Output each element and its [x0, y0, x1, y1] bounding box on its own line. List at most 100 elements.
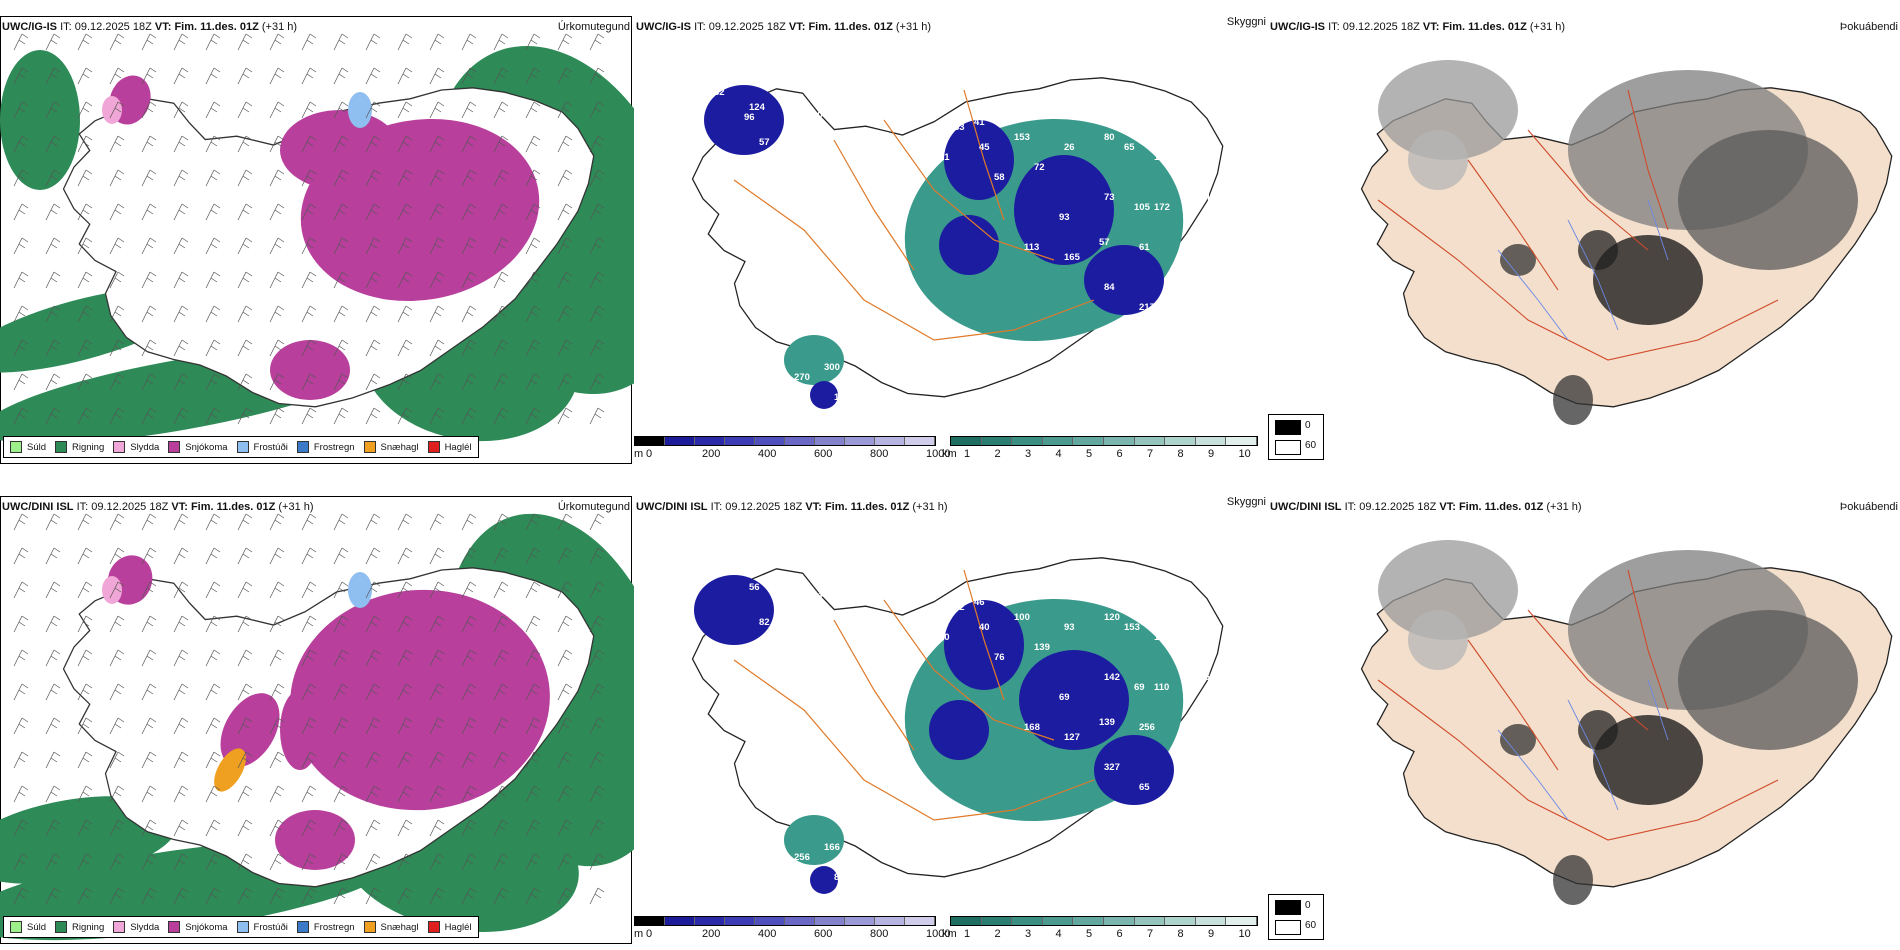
legend-label: Slydda: [130, 921, 160, 933]
visibility-tick: 10: [1238, 448, 1251, 460]
cloud-base-panel: 62 124 47 100 57 55 61 63 41 45 56 130 153 58 72 26 80 65…: [634, 0, 1268, 470]
cloud-base-tick: 0: [646, 448, 653, 460]
cloud-base-value: 304: [1174, 322, 1191, 333]
cloud-base-value: 155: [1134, 812, 1151, 823]
cloud-base-value: 110: [1154, 682, 1169, 693]
legend-swatch: [363, 441, 376, 453]
cloud-base-value: 145: [1189, 712, 1206, 723]
valid-time: Fim. 11.des. 01Z: [174, 21, 259, 33]
cloud-base-value: 58: [784, 572, 795, 583]
snow-area: [275, 810, 355, 870]
cloud-base-value: 107: [834, 392, 850, 403]
vt-label: VT:: [1422, 21, 1440, 33]
it-label: IT:: [60, 21, 72, 33]
cloud-base-tick: 800: [870, 448, 889, 460]
legend-swatch: [55, 921, 68, 933]
visibility-tick: 2: [994, 928, 1001, 940]
visibility-tick: 6: [1116, 928, 1123, 940]
wind-barbs: [13, 33, 605, 425]
cloud-base-value: 50: [939, 632, 950, 643]
cloud-base-value: 127: [1064, 732, 1080, 743]
legend-label: Snæhagl: [380, 441, 419, 453]
cloud-base-value: 65: [1124, 142, 1135, 153]
legend-swatch: [55, 441, 68, 453]
visibility-tick: 3: [1025, 448, 1032, 460]
legend-item: Rigning: [55, 921, 104, 933]
panel-title: Skyggni: [1226, 16, 1266, 28]
cloud-base-value: 256: [794, 852, 810, 863]
legend-item: Snæhagl: [363, 441, 419, 453]
legend-label: Frostregn: [313, 441, 355, 453]
cloud-base-tick: 1000: [926, 448, 951, 460]
legend-item: Frostregn: [296, 921, 355, 933]
cloud-base-value: 245: [1194, 672, 1211, 683]
cloud-base-value: 111: [1154, 632, 1170, 643]
cloud-base-value: 55: [934, 132, 945, 143]
legend-item: Haglél: [427, 921, 472, 933]
cloud-base-tick: 800: [870, 928, 889, 940]
cloud-base-value: 57: [759, 137, 770, 148]
visibility-tick: 10: [1238, 928, 1251, 940]
vt-label: VT:: [805, 501, 822, 513]
it-label: IT:: [694, 21, 706, 33]
lead-time: (+31 h): [895, 21, 932, 33]
cloud-base-colorbar: m 0 200 400 600 800 1000: [634, 436, 950, 462]
rain-area: [0, 50, 80, 190]
legend-label: Haglél: [444, 441, 472, 453]
fog-area: [1553, 855, 1593, 905]
cloud-base-value: 58: [994, 172, 1005, 183]
legend-swatch: [296, 441, 309, 453]
vt-label: VT:: [788, 21, 806, 33]
cloud-base-value: 122: [1034, 582, 1050, 593]
lead-time: (+31 h): [278, 501, 314, 513]
cloud-base-value: 165: [1064, 252, 1081, 263]
low-cloud-base-area: [810, 866, 838, 894]
fog-panel: UWC/IG-IS IT: 09.12.2025 18Z VT: Fim. 11…: [1268, 0, 1900, 470]
cloud-base-value: 121: [1174, 272, 1191, 283]
legend-swatch: [113, 441, 126, 453]
panel-title: Þokuábendi: [1839, 21, 1898, 33]
visibility-tick: 4: [1055, 448, 1062, 460]
model-name: UWC/IG-IS: [636, 21, 691, 33]
cloud-base-bar: [634, 436, 936, 446]
cloud-base-value: 105: [1134, 202, 1151, 213]
model-name: UWC/IG-IS: [2, 21, 57, 33]
legend-swatch: [10, 921, 22, 933]
cloud-base-value: 100: [1014, 612, 1030, 623]
precip-legend: Súld Rigning Slydda Snjókoma Frostúði Frostre…: [3, 436, 479, 458]
cloud-base-value: 56: [749, 582, 760, 593]
cloud-base-tick: 600: [814, 928, 833, 940]
legend-item: Slydda: [113, 441, 159, 453]
cloud-base-value: 153: [1124, 622, 1140, 633]
visibility-tick: 7: [1147, 928, 1154, 940]
cloud-base-value: 93: [1059, 212, 1070, 223]
fog-shading: [1378, 60, 1858, 425]
fog-high-label: 0: [1305, 420, 1311, 431]
cloud-base-value: 46: [974, 597, 985, 608]
fog-legend: 0 60: [1268, 894, 1324, 940]
snow-area: [290, 589, 550, 811]
legend-label: Snæhagl: [380, 921, 419, 933]
legend-swatch: [168, 441, 181, 453]
visibility-tick: 8: [1177, 448, 1184, 460]
panel-title: Skyggni: [1226, 496, 1266, 508]
cloud-base-value: 100: [812, 110, 828, 121]
cloud-base-value: 270: [794, 372, 810, 383]
cloud-base-value: 41: [974, 117, 985, 128]
low-visibility-area: [784, 815, 844, 865]
cloud-base-value: 84: [1104, 282, 1115, 293]
cloud-base-value: 93: [1064, 622, 1075, 633]
cloud-base-value: 327: [1104, 762, 1120, 773]
visibility-tick: 5: [1086, 448, 1093, 460]
fog-area: [1500, 724, 1536, 756]
vt-label: VT:: [1439, 501, 1456, 513]
legend-label: Frostúði: [253, 921, 288, 933]
cloud-base-value: 47: [784, 92, 795, 103]
cloud-base-tick: 0: [646, 928, 653, 940]
cloud-base-tick: 1000: [926, 928, 951, 940]
wind-barbs: [13, 513, 605, 905]
legend-swatch: [363, 921, 376, 933]
cloud-base-unit: m: [634, 448, 644, 460]
legend-item: Haglél: [427, 441, 472, 453]
cloud-base-value: 72: [1034, 162, 1045, 173]
